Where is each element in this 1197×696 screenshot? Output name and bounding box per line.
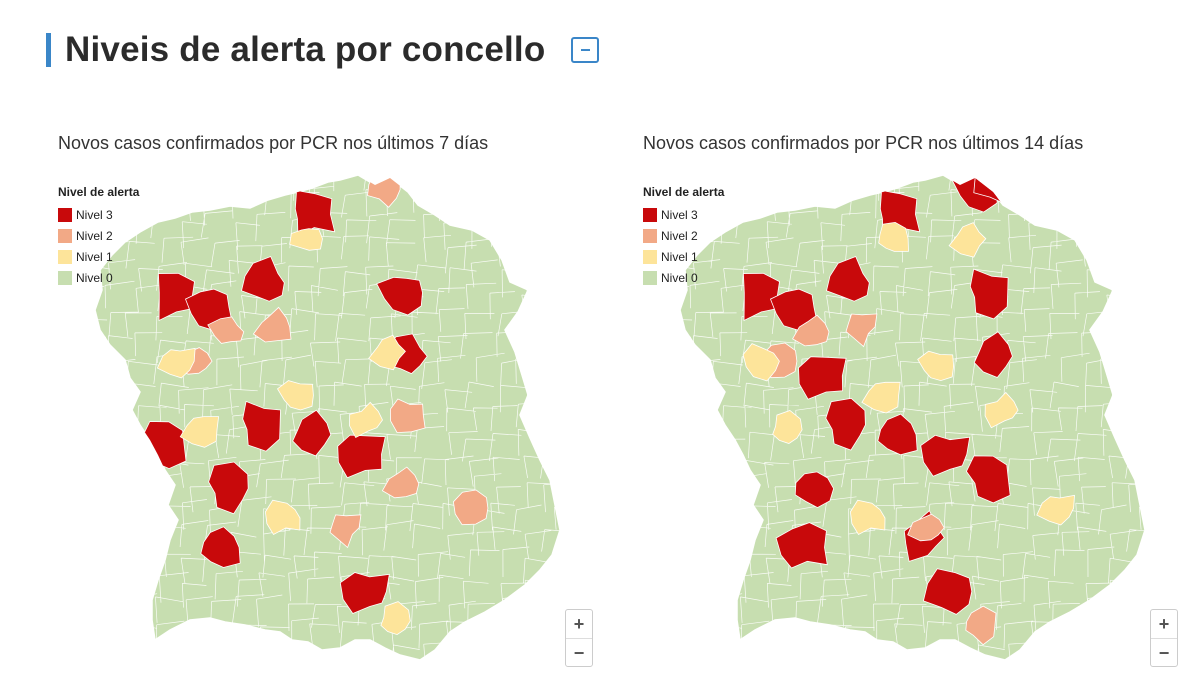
legend-swatch <box>58 270 72 285</box>
zoom-in-button[interactable]: + <box>1151 610 1177 639</box>
municipality-nivel-2[interactable] <box>792 314 830 347</box>
page-header: Niveis de alerta por concello − <box>46 30 600 70</box>
legend-item-nivel-2: Nivel 2 <box>643 225 724 246</box>
legend-item-nivel-0: Nivel 0 <box>58 267 139 288</box>
legend-swatch <box>643 270 657 285</box>
legend-swatch <box>58 228 72 243</box>
municipality-nivel-1[interactable] <box>878 221 909 252</box>
legend-label: Nivel 3 <box>661 207 698 222</box>
municipality-nivel-1[interactable] <box>264 499 301 536</box>
municipality-nivel-1[interactable] <box>179 416 220 448</box>
municipality-nivel-3[interactable] <box>973 331 1013 378</box>
legend-label: Nivel 2 <box>661 228 698 243</box>
municipality-nivel-1[interactable] <box>289 228 323 251</box>
municipality-nivel-3[interactable] <box>794 471 835 509</box>
municipality-nivel-1[interactable] <box>948 222 987 258</box>
collapse-button[interactable]: − <box>571 37 600 63</box>
title-accent-bar <box>46 33 51 67</box>
legend-item-nivel-3: Nivel 3 <box>58 204 139 225</box>
municipality-nivel-3[interactable] <box>208 461 249 515</box>
municipality-nivel-3[interactable] <box>157 272 195 322</box>
legend: Nivel de alerta Nivel 3 Nivel 2 Nivel 1 … <box>58 185 139 288</box>
municipality-nivel-3[interactable] <box>920 434 971 477</box>
municipality-nivel-3[interactable] <box>969 268 1009 320</box>
legend-swatch <box>58 207 72 222</box>
municipality-nivel-1[interactable] <box>742 343 780 382</box>
legend-swatch <box>643 228 657 243</box>
municipality-nivel-1[interactable] <box>368 334 406 371</box>
municipality-nivel-1[interactable] <box>917 350 955 382</box>
zoom-control: + − <box>565 609 593 667</box>
legend-item-nivel-1: Nivel 1 <box>643 246 724 267</box>
municipality-nivel-1[interactable] <box>772 410 803 444</box>
municipality-nivel-2[interactable] <box>381 466 420 499</box>
municipality-nivel-1[interactable] <box>861 381 901 414</box>
municipality-nivel-1[interactable] <box>156 347 196 379</box>
legend-label: Nivel 3 <box>76 207 113 222</box>
municipality-nivel-2[interactable] <box>452 489 489 526</box>
municipality-nivel-3[interactable] <box>922 568 973 615</box>
municipality-nivel-2[interactable] <box>845 313 878 348</box>
legend-title: Nivel de alerta <box>58 185 140 199</box>
legend-label: Nivel 0 <box>76 270 113 285</box>
municipality-nivel-1[interactable] <box>849 499 886 536</box>
map-panel-7-days: Novos casos confirmados por PCR nos últi… <box>40 125 600 685</box>
legend-label: Nivel 1 <box>76 249 113 264</box>
legend-title: Nivel de alerta <box>643 185 725 199</box>
legend-swatch <box>643 207 657 222</box>
zoom-control: + − <box>1150 609 1178 667</box>
municipality-nivel-2[interactable] <box>252 306 292 343</box>
municipality-nivel-2[interactable] <box>389 398 426 434</box>
municipality-nivel-2[interactable] <box>965 605 997 646</box>
legend-item-nivel-1: Nivel 1 <box>58 246 139 267</box>
municipality-nivel-2[interactable] <box>207 316 245 344</box>
zoom-out-button[interactable]: − <box>1158 642 1170 663</box>
legend: Nivel de alerta Nivel 3 Nivel 2 Nivel 1 … <box>643 185 724 288</box>
municipality-nivel-1[interactable] <box>276 380 314 411</box>
municipality-nivel-3[interactable] <box>742 272 780 322</box>
municipality-nivel-3[interactable] <box>294 190 336 237</box>
legend-item-nivel-3: Nivel 3 <box>643 204 724 225</box>
map-subtitle: Novos casos confirmados por PCR nos últi… <box>58 133 489 153</box>
municipality-nivel-3[interactable] <box>292 409 332 457</box>
municipality-nivel-1[interactable] <box>1036 494 1075 526</box>
municipality-nivel-3[interactable] <box>376 276 423 316</box>
landmass-nivel-0 <box>679 174 1145 661</box>
municipality-nivel-2[interactable] <box>329 514 362 549</box>
legend-item-nivel-2: Nivel 2 <box>58 225 139 246</box>
municipality-nivel-3[interactable] <box>877 413 918 456</box>
legend-label: Nivel 2 <box>76 228 113 243</box>
municipality-nivel-3[interactable] <box>775 522 828 569</box>
municipality-nivel-1[interactable] <box>380 601 411 636</box>
legend-label: Nivel 0 <box>661 270 698 285</box>
legend-item-nivel-0: Nivel 0 <box>643 267 724 288</box>
municipality-nivel-3[interactable] <box>241 255 285 302</box>
municipality-nivel-3[interactable] <box>798 356 847 400</box>
page-title: Niveis de alerta por concello <box>65 30 546 69</box>
municipality-nivel-3[interactable] <box>141 421 187 470</box>
municipality-nivel-3[interactable] <box>826 255 870 302</box>
galicia-map-14-days[interactable] <box>625 170 1145 670</box>
zoom-out-button[interactable]: − <box>573 642 585 663</box>
map-panel-14-days: Novos casos confirmados por PCR nos últi… <box>625 125 1185 685</box>
municipality-nivel-3[interactable] <box>339 572 390 614</box>
legend-swatch <box>58 249 72 264</box>
municipality-nivel-3[interactable] <box>337 434 386 479</box>
map-subtitle: Novos casos confirmados por PCR nos últi… <box>643 133 1084 153</box>
municipality-nivel-3[interactable] <box>965 455 1011 504</box>
legend-label: Nivel 1 <box>661 249 698 264</box>
municipality-nivel-3[interactable] <box>200 526 241 568</box>
legend-swatch <box>643 249 657 264</box>
municipality-nivel-3[interactable] <box>825 397 866 451</box>
zoom-in-button[interactable]: + <box>566 610 592 639</box>
municipality-nivel-2[interactable] <box>907 513 945 542</box>
galicia-map-7-days[interactable] <box>40 170 560 670</box>
municipality-nivel-1[interactable] <box>349 401 383 439</box>
landmass-nivel-0 <box>94 174 560 661</box>
municipality-nivel-3[interactable] <box>242 400 281 452</box>
municipality-nivel-1[interactable] <box>984 391 1019 429</box>
